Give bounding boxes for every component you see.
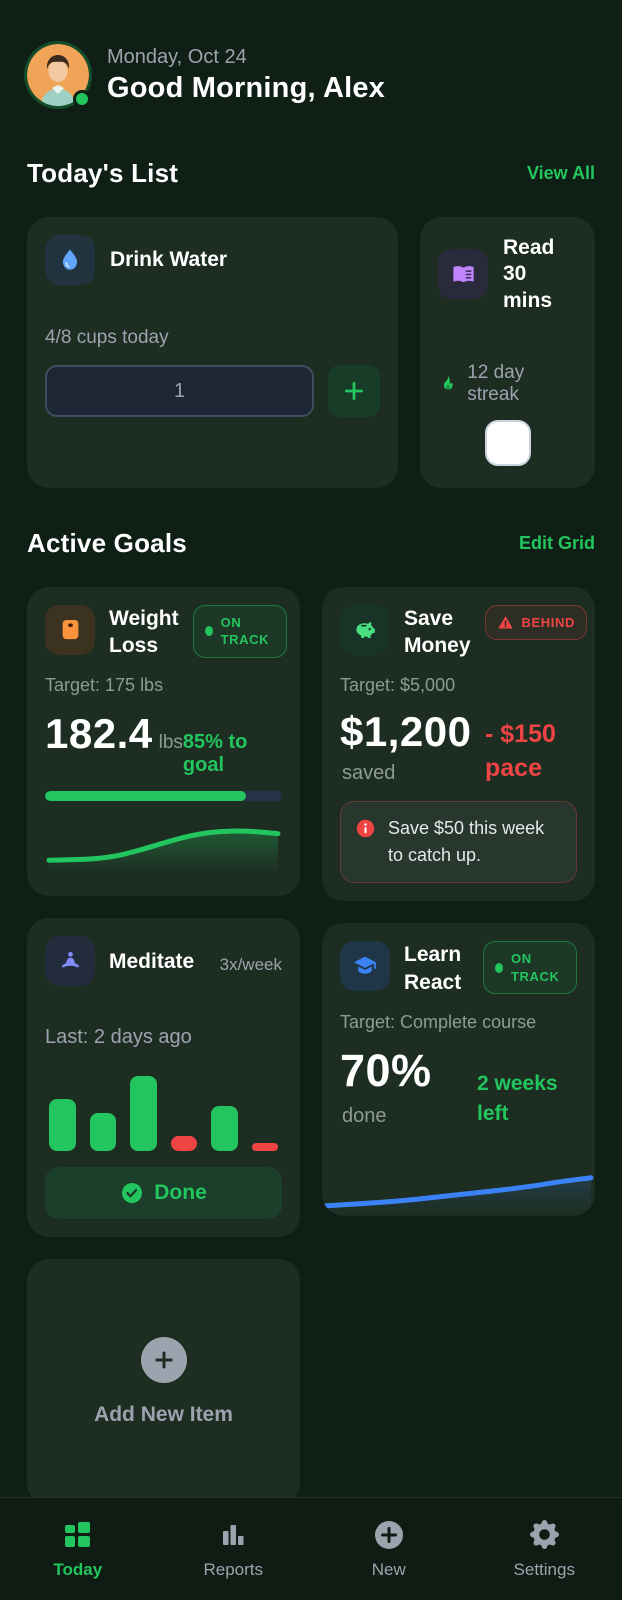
nav-item-today[interactable]: Today: [0, 1498, 156, 1600]
meditate-last-label: Last: 2 days ago: [45, 1026, 192, 1049]
on-track-badge: ON TRACK: [192, 604, 287, 658]
weight-unit: lbs: [158, 732, 183, 754]
book-icon: [438, 249, 488, 300]
react-progress-value: 70%: [340, 1044, 432, 1096]
weight-loss-card: Weight Loss ON TRACK Target: 175 lbs 182…: [27, 586, 300, 897]
meditate-bar-missed: [251, 1142, 278, 1152]
status-dot-icon: [204, 626, 213, 637]
greeting-block: Monday, Oct 24 Good Morning, Alex: [107, 46, 385, 105]
nav-item-settings[interactable]: Settings: [467, 1498, 622, 1600]
water-drop-icon: [45, 235, 95, 285]
on-track-badge-react: ON TRACK: [483, 941, 577, 995]
header: Monday, Oct 24 Good Morning, Alex: [27, 44, 595, 108]
drink-water-card: Drink Water 4/8 cups today: [27, 217, 398, 488]
flame-icon: [443, 375, 453, 391]
today-grid-icon: [64, 1519, 91, 1551]
meditate-bar-done: [49, 1098, 76, 1152]
avatar[interactable]: [27, 44, 91, 108]
note-text: Save $50 this week to catch up.: [388, 818, 545, 866]
weight-target-label: Target: 175 lbs: [45, 675, 164, 696]
todays-list-header: Today's List View All: [27, 158, 595, 189]
add-cup-button[interactable]: [328, 365, 380, 417]
time-left-label: 2 weeks left: [477, 1072, 558, 1125]
nav-item-new[interactable]: New: [311, 1498, 467, 1600]
active-goals-header: Active Goals Edit Grid: [27, 528, 595, 559]
view-all-link[interactable]: View All: [526, 163, 595, 183]
read-checkbox[interactable]: [484, 419, 531, 466]
weight-loss-title: Weight Loss: [109, 606, 179, 658]
info-icon: [356, 820, 375, 838]
meditate-bar-done: [89, 1112, 116, 1152]
status-dot-icon: [495, 962, 503, 973]
warning-triangle-icon: [497, 616, 513, 629]
greeting-title: Good Morning, Alex: [107, 71, 386, 104]
weight-pct-label: 85% to goal: [182, 731, 248, 777]
plus-icon: [345, 382, 363, 400]
weight-sparkline-chart: [46, 828, 281, 874]
done-button[interactable]: Done: [45, 1167, 282, 1220]
drink-water-title: Drink Water: [110, 247, 228, 271]
goals-grid: Weight Loss ON TRACK Target: 175 lbs 182…: [27, 586, 595, 1506]
reports-bars-icon: [219, 1519, 247, 1551]
online-status-dot: [73, 90, 91, 108]
weight-value: 182.4: [45, 710, 153, 758]
scale-icon: [45, 604, 95, 655]
meditate-bar-done: [211, 1105, 238, 1152]
check-circle-icon: [122, 1183, 143, 1204]
saved-value: $1,200: [340, 708, 472, 756]
edit-grid-link[interactable]: Edit Grid: [519, 532, 595, 553]
add-new-item-card[interactable]: Add New Item: [27, 1259, 300, 1506]
catch-up-note: Save $50 this week to catch up.: [340, 801, 577, 884]
behind-badge: BEHIND: [484, 604, 587, 641]
save-money-card: Save Money BEHIND Target: $5,000 $1,200 …: [322, 586, 595, 902]
date-label: Monday, Oct 24: [107, 45, 247, 68]
meditate-bar-chart: [45, 1063, 282, 1152]
todays-list-title: Today's List: [27, 158, 179, 188]
bottom-nav: Today Reports New Settings: [0, 1497, 622, 1600]
meditate-frequency: 3x/week: [219, 955, 282, 975]
avatar-image: [27, 44, 89, 106]
new-plus-circle-icon: [373, 1519, 405, 1551]
learn-react-card: Learn React ON TRACK Target: Complete co…: [322, 923, 595, 1216]
settings-gear-icon: [529, 1519, 559, 1551]
meditate-bar-done: [130, 1075, 157, 1152]
react-unit: done: [342, 1104, 387, 1127]
cups-progress-label: 4/8 cups today: [45, 327, 169, 348]
meditate-title: Meditate: [109, 949, 195, 973]
weight-progress-bar: [45, 791, 282, 802]
piggy-bank-icon: [340, 604, 390, 655]
meditate-bar-missed: [170, 1135, 197, 1152]
nav-item-reports[interactable]: Reports: [156, 1498, 312, 1600]
graduation-cap-icon: [340, 941, 390, 992]
add-new-item-label: Add New Item: [94, 1403, 233, 1427]
saved-unit: saved: [342, 762, 396, 785]
meditate-card: Meditate 3x/week Last: 2 days ago Done: [27, 918, 300, 1238]
read-card: Read 30 mins 12 day streak: [420, 217, 595, 488]
save-money-title: Save Money: [404, 606, 471, 658]
read-title: Read 30 mins: [503, 236, 555, 312]
streak-label: 12 day streak: [467, 361, 525, 405]
react-line-chart: [323, 1175, 594, 1216]
meditation-icon: [45, 936, 95, 987]
add-plus-icon: [140, 1337, 187, 1384]
pace-label: - $150 pace: [485, 719, 556, 782]
cups-input[interactable]: [45, 365, 314, 417]
active-goals-title: Active Goals: [27, 527, 187, 558]
learn-react-title: Learn React: [404, 943, 462, 994]
todays-list-cards: Drink Water 4/8 cups today Read 30 mins: [27, 217, 595, 488]
save-target-label: Target: $5,000: [340, 675, 456, 696]
react-target-label: Target: Complete course: [340, 1011, 537, 1032]
